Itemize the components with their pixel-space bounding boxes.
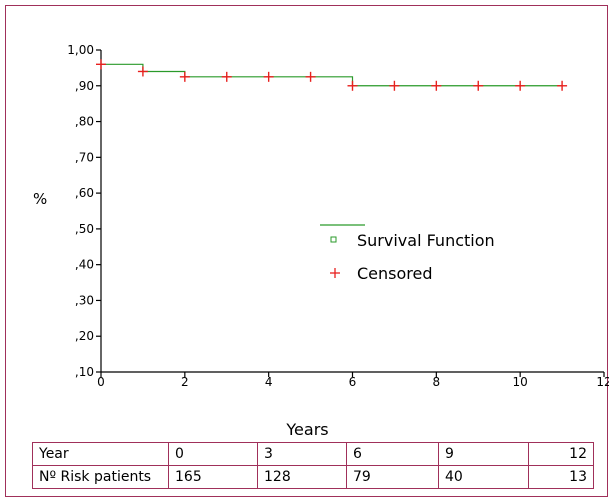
risk-table-year-cell: 9 xyxy=(438,442,529,466)
y-tick-label: ,10 xyxy=(75,365,94,379)
risk-table-year-cell: 12 xyxy=(528,442,594,466)
x-tick-label: 10 xyxy=(513,375,528,389)
censored-marker xyxy=(137,66,148,77)
censored-series xyxy=(96,59,568,91)
chart-frame: 1,00 ,90 ,80 ,70 ,60 ,50 ,40 ,30 ,20 ,10 0 2 4 6 8 10 1… xyxy=(5,5,609,497)
y-axis-label: % xyxy=(33,190,47,208)
censored-marker xyxy=(557,80,568,91)
y-tick-label: ,40 xyxy=(75,258,94,272)
risk-table-patients-cell: 13 xyxy=(528,465,594,489)
censored-marker xyxy=(96,59,106,70)
x-tick-label: 2 xyxy=(181,375,189,389)
y-tick-label: ,80 xyxy=(75,115,94,129)
censored-marker xyxy=(263,71,274,82)
censored-marker xyxy=(347,80,358,91)
survival-function-line xyxy=(101,63,563,87)
risk-table-patients-cell: 128 xyxy=(257,465,347,489)
risk-table: Year 0 3 6 9 12 Nº Risk patients 165 128… xyxy=(32,442,594,489)
survival-function-series xyxy=(101,63,563,87)
risk-table-patients-cell: 165 xyxy=(168,465,258,489)
y-tick-label: 1,00 xyxy=(67,43,94,57)
x-tick-label: 6 xyxy=(349,375,357,389)
censored-marker xyxy=(305,71,316,82)
y-tick-label: ,70 xyxy=(75,150,94,164)
y-tick-label: ,90 xyxy=(75,79,94,93)
legend: Survival Function Censored xyxy=(320,224,495,283)
y-tick-label: ,20 xyxy=(75,329,94,343)
y-tick-label: ,50 xyxy=(75,222,94,236)
survival-chart: 1,00 ,90 ,80 ,70 ,60 ,50 ,40 ,30 ,20 ,10 0 2 4 6 8 10 1… xyxy=(33,43,609,389)
legend-censored-label: Censored xyxy=(357,264,433,283)
censored-marker xyxy=(179,71,190,82)
censored-marker xyxy=(431,80,442,91)
censored-marker xyxy=(473,80,484,91)
risk-table-header-label: Year xyxy=(32,442,169,466)
y-tick-label: ,30 xyxy=(75,293,94,307)
x-axis-label: Years xyxy=(286,420,329,439)
legend-censored-marker xyxy=(330,268,340,278)
risk-table-year-cell: 6 xyxy=(346,442,439,466)
censored-marker xyxy=(389,80,400,91)
x-tick-label: 12 xyxy=(596,375,609,389)
x-tick-label: 0 xyxy=(97,375,105,389)
risk-table-patients-row: Nº Risk patients 165 128 79 40 13 xyxy=(32,465,594,489)
censored-marker xyxy=(221,71,232,82)
risk-table-year-cell: 3 xyxy=(257,442,347,466)
x-tick-label: 4 xyxy=(265,375,273,389)
y-axis-ticks: 1,00 ,90 ,80 ,70 ,60 ,50 ,40 ,30 ,20 ,10 xyxy=(67,43,101,379)
x-axis-ticks: 0 2 4 6 8 10 12 xyxy=(97,372,609,389)
legend-survival-marker xyxy=(330,236,337,243)
risk-table-patients-cell: 79 xyxy=(346,465,439,489)
legend-survival-label: Survival Function xyxy=(357,231,495,250)
x-tick-label: 8 xyxy=(433,375,441,389)
censored-marker xyxy=(515,80,526,91)
y-tick-label: ,60 xyxy=(75,186,94,200)
risk-table-patients-cell: 40 xyxy=(438,465,529,489)
risk-table-row-label: Nº Risk patients xyxy=(32,465,169,489)
risk-table-year-cell: 0 xyxy=(168,442,258,466)
risk-table-header-row: Year 0 3 6 9 12 xyxy=(32,442,594,466)
